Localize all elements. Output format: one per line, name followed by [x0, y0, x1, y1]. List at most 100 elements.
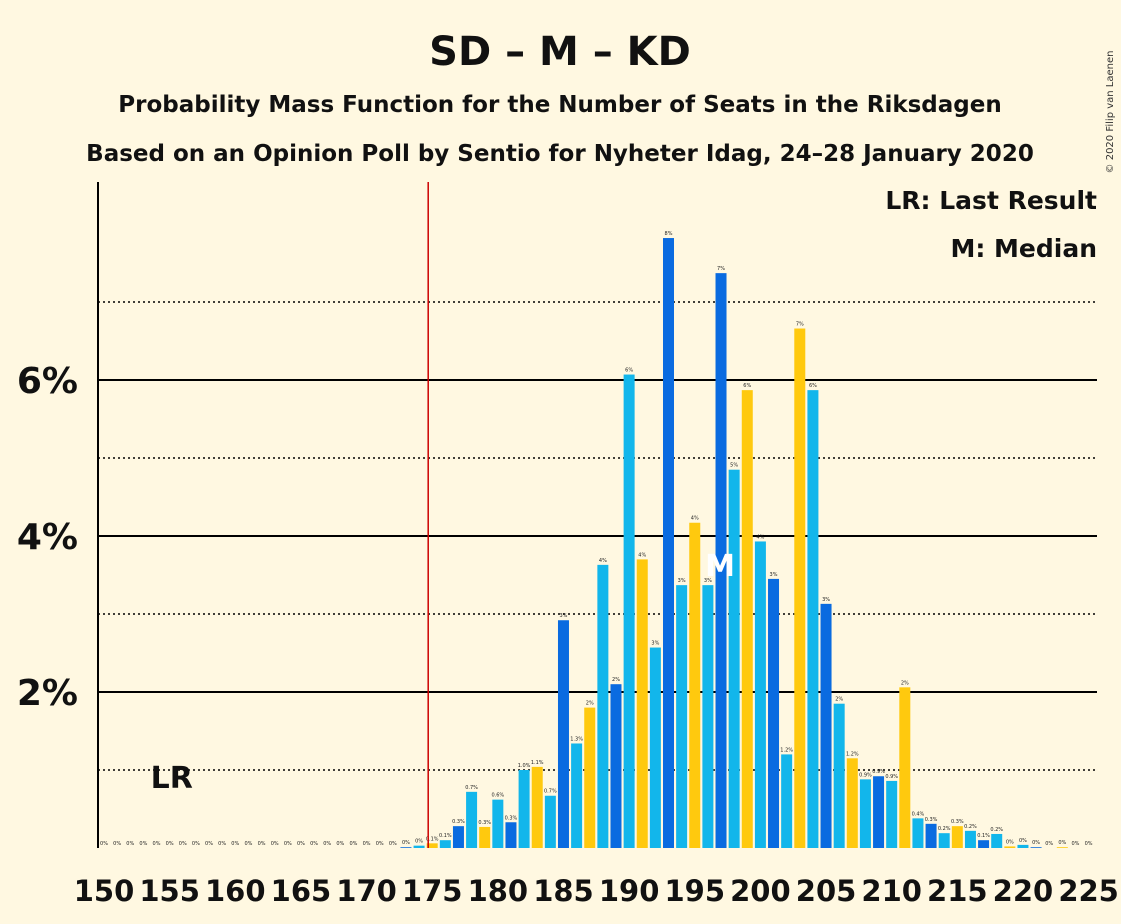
bar-value-label: 3% — [651, 641, 659, 647]
bar-value-label: 1.2% — [846, 751, 859, 757]
bar — [964, 830, 976, 848]
bar — [1056, 847, 1068, 848]
bar — [610, 684, 622, 848]
bar-value-label: 0.2% — [964, 824, 977, 830]
bar-value-label: 0% — [244, 841, 252, 847]
bar-value-label: 6% — [743, 383, 751, 389]
bar — [663, 238, 675, 849]
bar-value-label: 1.0% — [518, 763, 531, 769]
bar-value-label: 0% — [310, 841, 318, 847]
bar — [820, 603, 832, 848]
bar — [689, 522, 701, 848]
bar-value-label: 3% — [560, 613, 568, 619]
bar — [544, 795, 556, 848]
bar-value-label: 2% — [901, 680, 909, 686]
bar-value-label: 0.7% — [544, 789, 557, 795]
bar — [531, 766, 543, 848]
median-marker: M — [705, 549, 735, 584]
bar — [807, 390, 819, 848]
bar-value-label: 0.9% — [872, 769, 885, 775]
bar — [452, 826, 464, 848]
bar — [886, 780, 898, 848]
bar-value-label: 0% — [376, 841, 384, 847]
bar — [557, 620, 569, 848]
bar-value-label: 0% — [166, 841, 174, 847]
bar-value-label: 0.3% — [478, 820, 491, 826]
y-axis-ticks: 2% 4% 6% — [17, 361, 78, 714]
bar-value-label: 7% — [717, 266, 725, 272]
x-tick-label: 190 — [599, 874, 660, 908]
bar-value-label: 4% — [599, 558, 607, 564]
bar — [912, 818, 924, 848]
x-tick-label: 220 — [993, 874, 1054, 908]
x-tick-label: 205 — [796, 874, 857, 908]
x-tick-label: 165 — [271, 874, 332, 908]
bar-value-label: 0% — [363, 841, 371, 847]
bar-value-label: 0.3% — [505, 815, 518, 821]
x-tick-label: 195 — [664, 874, 725, 908]
bar-value-label: 6% — [625, 368, 633, 374]
bar-value-label: 0% — [415, 839, 423, 845]
x-tick-label: 210 — [861, 874, 922, 908]
bar — [715, 273, 727, 848]
bar — [768, 578, 780, 848]
bar — [1017, 844, 1029, 848]
bar — [649, 647, 661, 848]
bar-value-label: 0.9% — [885, 774, 898, 780]
bar-value-label: 0% — [153, 841, 161, 847]
bar — [413, 845, 425, 848]
bar-value-label: 0% — [192, 841, 200, 847]
x-axis-ticks: 150 155 160 165 170 175 180 185 190 195 200 205 210 2… — [74, 874, 1119, 908]
bar-value-label: 0.4% — [912, 811, 925, 817]
bar-labels: 0% 0% 0% 0% 0% 0% 0% 0% 0% 0% 0% 0% 0% 0% 0% 0% 0% 0% 0% 0%… — [100, 231, 1093, 847]
x-tick-label: 225 — [1058, 874, 1119, 908]
bar — [400, 847, 412, 848]
bar-value-label: 0% — [1006, 839, 1014, 845]
bar-value-label: 0.2% — [990, 827, 1003, 833]
bar-value-label: 0.3% — [452, 819, 465, 825]
bar — [951, 826, 963, 848]
bar-value-label: 0.3% — [925, 817, 938, 823]
legend-last-result: LR: Last Result — [885, 186, 1097, 215]
bar-value-label: 0% — [323, 841, 331, 847]
bar — [676, 585, 688, 848]
bar-value-label: 0% — [113, 841, 121, 847]
bar-value-label: 0% — [231, 841, 239, 847]
bar — [702, 585, 714, 848]
bar-value-label: 0.1% — [977, 833, 990, 839]
bar-value-label: 0% — [336, 841, 344, 847]
bar-value-label: 0% — [284, 841, 292, 847]
bar — [466, 791, 478, 848]
bar-value-label: 0% — [1085, 841, 1093, 847]
x-tick-label: 175 — [402, 874, 463, 908]
bar-value-label: 5% — [730, 463, 738, 469]
bar-value-label: 1.1% — [531, 760, 544, 766]
bar — [991, 833, 1003, 848]
bar — [492, 799, 504, 848]
bar-value-label: 0% — [389, 841, 397, 847]
bar-value-label: 3% — [704, 578, 712, 584]
bar-value-label: 2% — [586, 701, 594, 707]
bar-value-label: 0.9% — [859, 772, 872, 778]
bar — [938, 833, 950, 848]
bar — [925, 823, 937, 848]
y-tick-label: 2% — [17, 673, 78, 714]
bar-value-label: 0% — [205, 841, 213, 847]
bar-value-label: 0.6% — [491, 793, 504, 799]
x-tick-label: 215 — [927, 874, 988, 908]
bar-value-label: 3% — [770, 572, 778, 578]
x-tick-label: 200 — [730, 874, 791, 908]
last-result-label: LR — [151, 761, 193, 796]
bar-value-label: 0% — [218, 841, 226, 847]
chart-subtitle-1: Probability Mass Function for the Number… — [118, 92, 1001, 118]
bar-value-label: 0% — [100, 841, 108, 847]
x-tick-label: 150 — [74, 874, 135, 908]
bar — [1004, 846, 1016, 848]
y-tick-label: 6% — [17, 361, 78, 402]
bar-value-label: 0% — [1019, 838, 1027, 844]
y-tick-label: 4% — [17, 517, 78, 558]
bar-value-label: 3% — [822, 597, 830, 603]
bar-value-label: 0% — [1045, 841, 1053, 847]
x-tick-label: 185 — [533, 874, 594, 908]
